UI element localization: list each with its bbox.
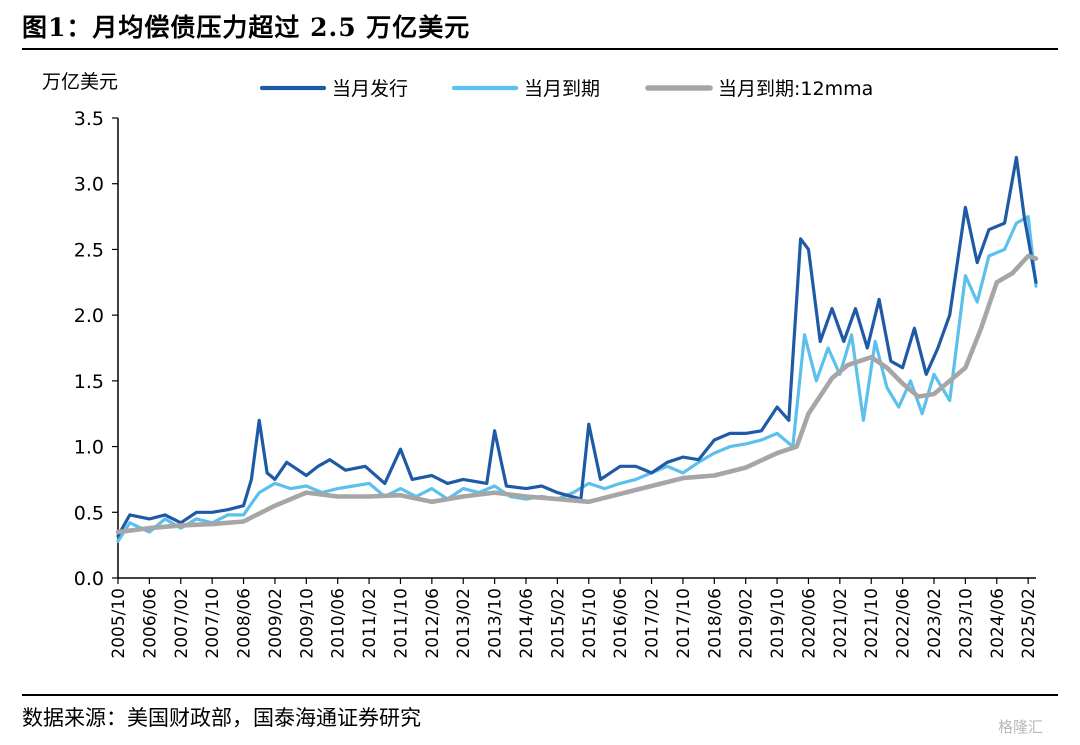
- series-line-maturity: [116, 215, 1038, 543]
- y-tick-label: 0.5: [74, 502, 104, 524]
- x-tick-label: 2020/06: [799, 588, 819, 659]
- legend-item-maturity-12mma: 当月到期:12mma: [645, 78, 873, 100]
- x-tick-label: 2019/10: [768, 588, 788, 659]
- y-tick-label: 2.5: [74, 239, 104, 261]
- x-tick-label: 2013/10: [486, 588, 506, 659]
- x-axis: 2005/10 2006/06 2007/02 2007/10 2008/06 2009/…: [109, 577, 1039, 659]
- source-note: 数据来源：美国财政部，国泰海通证券研究: [22, 706, 421, 730]
- watermark: 格隆汇: [998, 718, 1044, 736]
- x-tick-label: 2013/02: [454, 588, 474, 659]
- x-tick-label: 2016/06: [611, 588, 631, 659]
- x-tick-label: 2021/10: [862, 588, 882, 659]
- x-tick-label: 2006/06: [140, 588, 160, 659]
- x-tick-label: 2007/02: [172, 588, 192, 659]
- x-tick-label: 2015/02: [548, 588, 568, 659]
- x-tick-label: 2012/06: [423, 588, 443, 659]
- x-tick-label: 2015/10: [580, 588, 600, 659]
- y-tick-label: 1.0: [74, 437, 104, 459]
- x-tick-label: 2023/02: [925, 588, 945, 659]
- y-axis: 0.0 0.5 1.0 1.5 2.0 2.5 3.0 3.5: [74, 108, 119, 590]
- y-axis-title: 万亿美元: [42, 71, 118, 93]
- x-tick-label: 2022/06: [894, 588, 914, 659]
- x-tick-label: 2017/10: [674, 588, 694, 659]
- x-tick-label: 2019/02: [737, 588, 757, 659]
- legend-label: 当月发行: [332, 78, 408, 100]
- x-tick-label: 2005/10: [109, 588, 129, 659]
- legend-label: 当月到期: [524, 78, 600, 100]
- x-tick-label: 2007/10: [203, 588, 223, 659]
- x-tick-label: 2017/02: [643, 588, 663, 659]
- legend-label: 当月到期:12mma: [718, 78, 873, 100]
- x-tick-label: 2025/02: [1019, 588, 1039, 659]
- x-tick-label: 2009/10: [297, 588, 317, 659]
- y-tick-label: 1.5: [74, 371, 104, 393]
- legend-item-maturity: 当月到期: [451, 78, 600, 100]
- y-tick-label: 0.0: [74, 568, 104, 590]
- y-tick-label: 3.5: [74, 108, 104, 130]
- x-tick-label: 2014/06: [517, 588, 537, 659]
- chart-canvas: 万亿美元 当月发行 当月到期 当月到期:12mma 0.0 0.5 1.0 1.5 2.0 2…: [42, 71, 1039, 659]
- series-line-issuance: [116, 155, 1038, 538]
- chart-legend: 当月发行 当月到期 当月到期:12mma: [259, 78, 873, 100]
- x-tick-label: 2010/06: [329, 588, 349, 659]
- x-tick-label: 2024/06: [988, 588, 1008, 659]
- y-tick-label: 3.0: [74, 174, 104, 196]
- x-tick-label: 2011/10: [391, 588, 411, 659]
- x-tick-label: 2021/02: [831, 588, 851, 659]
- source-rule: [22, 694, 1058, 696]
- x-tick-label: 2008/06: [235, 588, 255, 659]
- legend-item-issuance: 当月发行: [259, 78, 408, 100]
- series-lines: [115, 155, 1039, 543]
- x-tick-label: 2018/06: [705, 588, 725, 659]
- series-line-maturity-12mma: [115, 253, 1039, 535]
- figure-title: 图1：月均偿债压力超过 2.5 万亿美元: [22, 13, 471, 42]
- title-rule: [22, 48, 1058, 50]
- x-tick-label: 2023/10: [956, 588, 976, 659]
- y-tick-label: 2.0: [74, 305, 104, 327]
- x-tick-label: 2011/02: [360, 588, 380, 659]
- x-tick-label: 2009/02: [266, 588, 286, 659]
